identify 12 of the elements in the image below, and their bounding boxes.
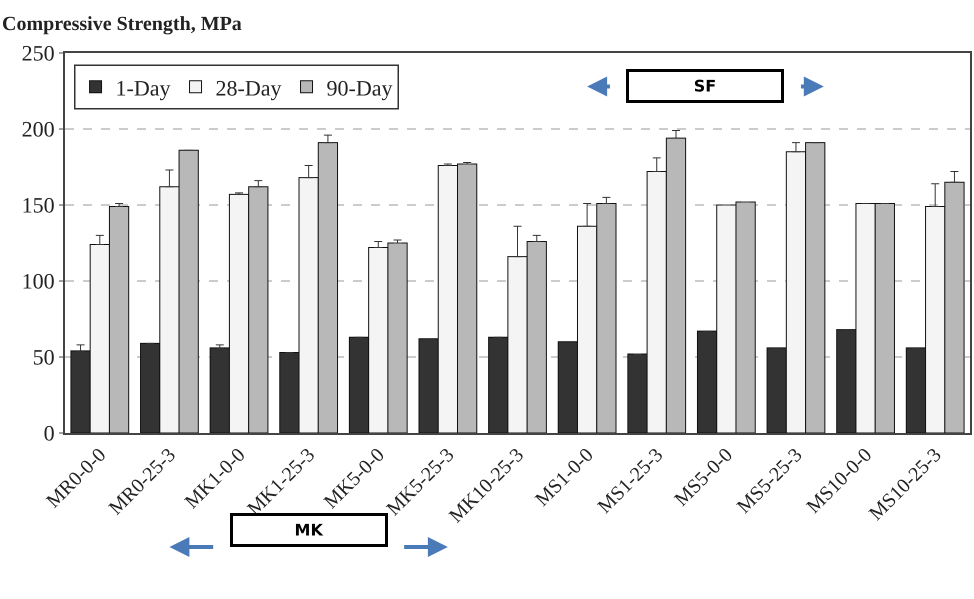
- legend-label: 28-Day: [216, 75, 282, 100]
- y-tick-label: 100: [22, 268, 55, 294]
- y-tick-label: 50: [32, 344, 55, 370]
- y-axis-title: Compressive Strength, MPa: [2, 13, 242, 35]
- text: MK: [294, 520, 324, 540]
- y-tick-label: 200: [22, 116, 55, 142]
- legend-label: 1-Day: [116, 75, 171, 100]
- legend-label: 90-Day: [326, 75, 393, 100]
- y-tick-label: 150: [22, 192, 55, 218]
- y-tick-label: 250: [22, 40, 55, 66]
- y-tick-label: 0: [44, 420, 55, 446]
- annotation: SF: [694, 76, 716, 96]
